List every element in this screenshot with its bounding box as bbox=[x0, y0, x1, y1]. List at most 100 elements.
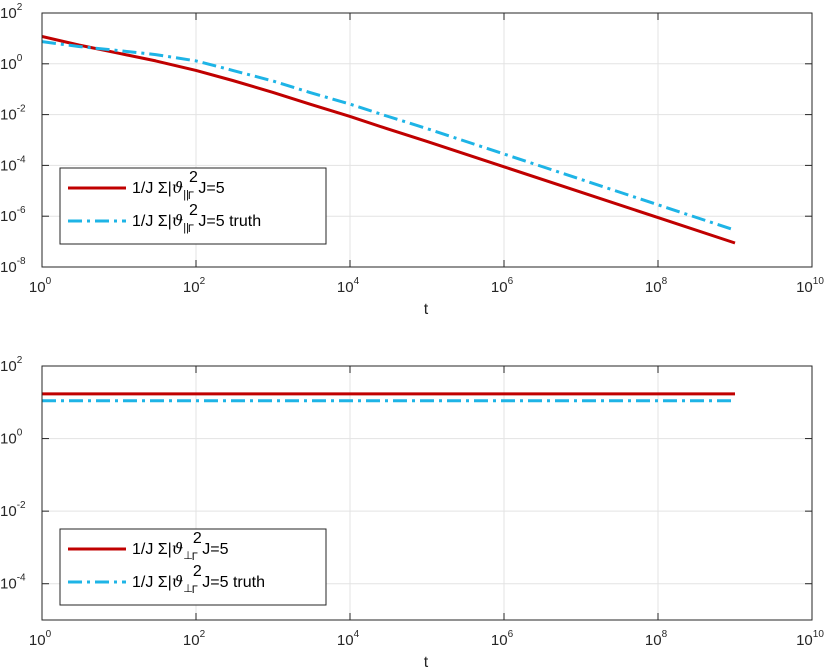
legend-theta: ϑ bbox=[172, 572, 183, 591]
y-tick-label: 10-2 bbox=[0, 104, 26, 124]
x-tick-label: 1010 bbox=[796, 629, 824, 649]
x-tick-base: 10 bbox=[183, 279, 200, 296]
y-tick-base: 10 bbox=[0, 576, 17, 593]
x-tick-exponent: 2 bbox=[200, 629, 206, 640]
legend-subscript: || bbox=[183, 222, 189, 234]
legend-prefix: 1/J Σ| bbox=[132, 213, 172, 230]
legend-entry: 1/J Σ|ϑ⊥2 Γ J=5 bbox=[132, 530, 229, 563]
y-tick-base: 10 bbox=[0, 259, 17, 276]
legend-prefix: 1/J Σ| bbox=[132, 574, 172, 591]
legend-subscript: ⊥ bbox=[183, 583, 193, 595]
legend-superscript: 2 bbox=[189, 202, 198, 219]
x-tick-exponent: 6 bbox=[508, 629, 514, 640]
x-tick-label: 100 bbox=[29, 276, 52, 296]
legend-box bbox=[59, 528, 327, 606]
x-tick-base: 10 bbox=[337, 279, 354, 296]
y-tick-exponent: -2 bbox=[17, 104, 26, 115]
x-tick-exponent: 2 bbox=[200, 276, 206, 287]
y-tick-label: 102 bbox=[0, 2, 23, 22]
y-tick-label: 100 bbox=[0, 428, 23, 448]
x-tick-label: 104 bbox=[337, 629, 360, 649]
x-tick-base: 10 bbox=[337, 632, 354, 649]
x-tick-base: 10 bbox=[29, 632, 46, 649]
top-panel: 100 102 104 106 108 101010-810-610-410-210010… bbox=[0, 2, 824, 318]
x-tick-exponent: 0 bbox=[46, 629, 52, 640]
y-tick-exponent: 0 bbox=[17, 53, 23, 64]
x-tick-base: 10 bbox=[796, 279, 813, 296]
y-tick-base: 10 bbox=[0, 431, 17, 448]
legend-theta: ϑ bbox=[172, 178, 183, 197]
y-tick-exponent: -2 bbox=[17, 500, 26, 511]
series-group bbox=[42, 392, 735, 403]
legend-suffix: J=5 truth bbox=[194, 213, 261, 230]
y-tick-exponent: 0 bbox=[17, 428, 23, 439]
axes-box bbox=[41, 365, 813, 621]
legend-superscript: 2 bbox=[189, 169, 198, 186]
x-tick-label: 1010 bbox=[796, 276, 824, 296]
legend-gamma: Γ bbox=[192, 551, 198, 563]
x-tick-base: 10 bbox=[645, 632, 662, 649]
x-tick-label: 108 bbox=[645, 629, 668, 649]
legend-suffix: J=5 bbox=[198, 541, 229, 558]
x-tick-base: 10 bbox=[29, 279, 46, 296]
x-tick-exponent: 0 bbox=[46, 276, 52, 287]
x-axis-label: t bbox=[424, 301, 429, 318]
legend-superscript: 2 bbox=[193, 530, 202, 547]
x-tick-exponent: 8 bbox=[662, 629, 668, 640]
series-group bbox=[42, 34, 736, 245]
x-tick-base: 10 bbox=[491, 279, 508, 296]
x-tick-base: 10 bbox=[645, 279, 662, 296]
y-tick-exponent: -4 bbox=[17, 573, 26, 584]
x-axis-label: t bbox=[424, 654, 429, 671]
y-tick-label: 100 bbox=[0, 53, 23, 73]
y-tick-label: 10-2 bbox=[0, 500, 26, 520]
x-tick-base: 10 bbox=[491, 632, 508, 649]
x-tick-label: 106 bbox=[491, 629, 514, 649]
x-tick-label: 108 bbox=[645, 276, 668, 296]
legend-box bbox=[59, 167, 327, 245]
y-tick-base: 10 bbox=[0, 5, 17, 22]
x-tick-label: 102 bbox=[183, 276, 206, 296]
x-tick-exponent: 8 bbox=[662, 276, 668, 287]
y-tick-base: 10 bbox=[0, 157, 17, 174]
legend-theta: ϑ bbox=[172, 539, 183, 558]
x-tick-exponent: 4 bbox=[354, 629, 360, 640]
y-tick-base: 10 bbox=[0, 208, 17, 225]
x-tick-exponent: 4 bbox=[354, 276, 360, 287]
legend-entry: 1/J Σ|ϑ||2 Γ J=5 truth bbox=[132, 202, 261, 235]
x-tick-base: 10 bbox=[183, 632, 200, 649]
series-line-truth bbox=[42, 40, 736, 232]
x-tick-label: 100 bbox=[29, 629, 52, 649]
legend-suffix: J=5 bbox=[194, 180, 225, 197]
y-tick-exponent: 2 bbox=[17, 2, 23, 13]
x-tick-label: 106 bbox=[491, 276, 514, 296]
y-tick-label: 102 bbox=[0, 355, 23, 375]
legend-gamma: Γ bbox=[188, 223, 194, 235]
y-tick-exponent: -8 bbox=[17, 256, 26, 267]
x-tick-label: 102 bbox=[183, 629, 206, 649]
y-tick-label: 10-4 bbox=[0, 154, 26, 174]
x-tick-exponent: 10 bbox=[813, 629, 825, 640]
legend-suffix: J=5 truth bbox=[198, 574, 265, 591]
y-tick-exponent: -4 bbox=[17, 154, 26, 165]
legend-gamma: Γ bbox=[192, 584, 198, 596]
legend-entry: 1/J Σ|ϑ⊥2 Γ J=5 truth bbox=[132, 563, 265, 596]
x-tick-base: 10 bbox=[796, 632, 813, 649]
legend-subscript: ⊥ bbox=[183, 550, 193, 562]
legend-theta: ϑ bbox=[172, 211, 183, 230]
series-line-estimate bbox=[42, 34, 736, 245]
x-tick-label: 104 bbox=[337, 276, 360, 296]
x-tick-exponent: 10 bbox=[813, 276, 825, 287]
legend-prefix: 1/J Σ| bbox=[132, 180, 172, 197]
legend-prefix: 1/J Σ| bbox=[132, 541, 172, 558]
y-tick-base: 10 bbox=[0, 358, 17, 375]
y-tick-base: 10 bbox=[0, 107, 17, 124]
x-tick-exponent: 6 bbox=[508, 276, 514, 287]
axes-box bbox=[41, 12, 813, 268]
y-tick-exponent: 2 bbox=[17, 355, 23, 366]
legend-entry: 1/J Σ|ϑ||2 Γ J=5 bbox=[132, 169, 225, 202]
y-tick-label: 10-8 bbox=[0, 256, 26, 276]
legend-superscript: 2 bbox=[193, 563, 202, 580]
